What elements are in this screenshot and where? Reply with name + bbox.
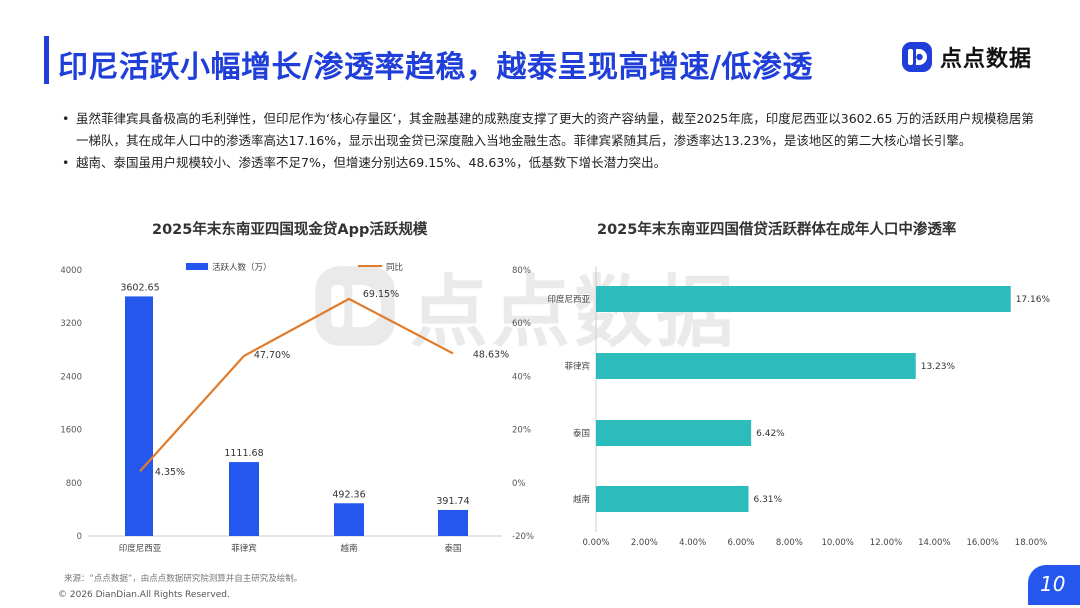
chart1-legend-line-label: 同比 <box>386 262 403 273</box>
chart1-bar-value-label: 391.74 <box>436 496 469 507</box>
chart2-bar-value-label: 17.16% <box>1016 295 1051 305</box>
chart1-bar <box>334 503 364 536</box>
chart2-bar <box>596 486 749 512</box>
chart1-right-tick-label: 20% <box>512 426 531 436</box>
chart1-bar <box>229 462 259 536</box>
chart1-category-label: 菲律宾 <box>231 543 257 554</box>
chart1-line-value-label: 47.70% <box>254 350 290 361</box>
chart1-line-value-label: 69.15% <box>363 289 399 300</box>
chart2-x-tick-label: 10.00% <box>821 538 853 548</box>
chart1-bar-value-label: 492.36 <box>332 489 365 500</box>
chart1-legend-bar-swatch <box>186 263 208 270</box>
chart1-left-tick-label: 4000 <box>60 266 82 276</box>
chart1-bar <box>125 296 153 536</box>
chart2-penetration: 0.00% 2.00% 4.00% 6.00% 8.00% 10.00% 12.00% 14.… <box>547 266 1051 548</box>
chart2-bar <box>596 286 1011 312</box>
chart2-bar-value-label: 13.23% <box>921 362 956 372</box>
brand-logo: 点点数据 <box>900 40 1032 74</box>
chart2-category-label: 菲律宾 <box>564 361 590 372</box>
chart2-bar-value-label: 6.31% <box>753 495 782 505</box>
copyright: © 2026 DianDian.All Rights Reserved. <box>58 590 230 600</box>
chart1-line-value-label: 4.35% <box>155 467 185 478</box>
chart1-right-tick-label: 0% <box>512 479 526 489</box>
chart2-x-tick-label: 2.00% <box>631 538 658 548</box>
chart1-active-users: 0 800 1600 2400 3200 4000 -20% 0% 20% 40% 60% 80% 活跃… <box>60 262 534 554</box>
page-number-tab <box>1028 565 1080 605</box>
chart2-x-tick-label: 16.00% <box>966 538 998 548</box>
page-title: 印尼活跃小幅增长/渗透率趋稳，越泰呈现高增速/低渗透 <box>58 50 813 85</box>
chart1-bar <box>438 509 468 536</box>
chart2-category-label: 印度尼西亚 <box>547 294 590 305</box>
chart1-category-label: 泰国 <box>444 543 461 554</box>
chart2-x-tick-label: 14.00% <box>918 538 950 548</box>
chart1-left-tick-label: 3200 <box>60 319 82 329</box>
bullet-1: 虽然菲律宾具备极高的毛利弹性，但印尼作为‘核心存量区’，其金融基建的成熟度支撑了… <box>62 108 1042 152</box>
chart2-category-label: 越南 <box>573 494 590 505</box>
chart1-category-label: 印度尼西亚 <box>119 543 162 554</box>
brand-name: 点点数据 <box>940 47 1033 72</box>
chart1-right-tick-label: -20% <box>512 532 534 542</box>
chart1-left-tick-label: 1600 <box>60 426 82 436</box>
chart2-category-label: 泰国 <box>573 428 590 439</box>
chart2-x-tick-label: 4.00% <box>679 538 706 548</box>
chart1-right-tick-label: 80% <box>512 266 531 276</box>
chart2-x-tick-label: 12.00% <box>870 538 902 548</box>
chart2-x-tick-label: 6.00% <box>727 538 754 548</box>
dd-logo-icon <box>902 42 932 72</box>
chart1-line-value-label: 48.63% <box>473 349 509 360</box>
chart2-x-tick-label: 0.00% <box>582 538 609 548</box>
chart1-title: 2025年末东南亚四国现金贷App活跃规模 <box>152 222 428 238</box>
chart2-bar <box>596 353 916 379</box>
summary-bullets: 虽然菲律宾具备极高的毛利弹性，但印尼作为‘核心存量区’，其金融基建的成熟度支撑了… <box>62 108 1042 174</box>
chart2-title: 2025年末东南亚四国借贷活跃群体在成年人口中渗透率 <box>597 222 957 238</box>
chart1-right-tick-label: 40% <box>512 372 531 382</box>
page-number: 10 <box>1040 572 1066 596</box>
chart1-category-label: 越南 <box>340 543 357 554</box>
chart2-bar <box>596 420 752 446</box>
chart1-bar-value-label: 3602.65 <box>120 282 159 293</box>
title-accent-bar <box>44 36 49 84</box>
chart1-legend-bar-label: 活跃人数（万） <box>212 262 272 273</box>
bullet-2: 越南、泰国虽用户规模较小、渗透率不足7%，但增速分别达69.15%、48.63%… <box>62 152 1042 174</box>
chart1-left-tick-label: 0 <box>77 532 82 542</box>
chart2-x-tick-label: 8.00% <box>776 538 803 548</box>
chart2-x-tick-label: 18.00% <box>1015 538 1047 548</box>
chart1-growth-line <box>139 297 454 472</box>
source-note: 来源：“点点数据”，由点点数据研究院测算并自主研究及绘制。 <box>64 574 303 584</box>
chart1-left-tick-label: 2400 <box>60 372 82 382</box>
chart2-bar-value-label: 6.42% <box>756 429 785 439</box>
chart1-bar-value-label: 1111.68 <box>224 448 263 459</box>
chart1-right-tick-label: 60% <box>512 319 531 329</box>
chart1-left-tick-label: 800 <box>66 479 82 489</box>
